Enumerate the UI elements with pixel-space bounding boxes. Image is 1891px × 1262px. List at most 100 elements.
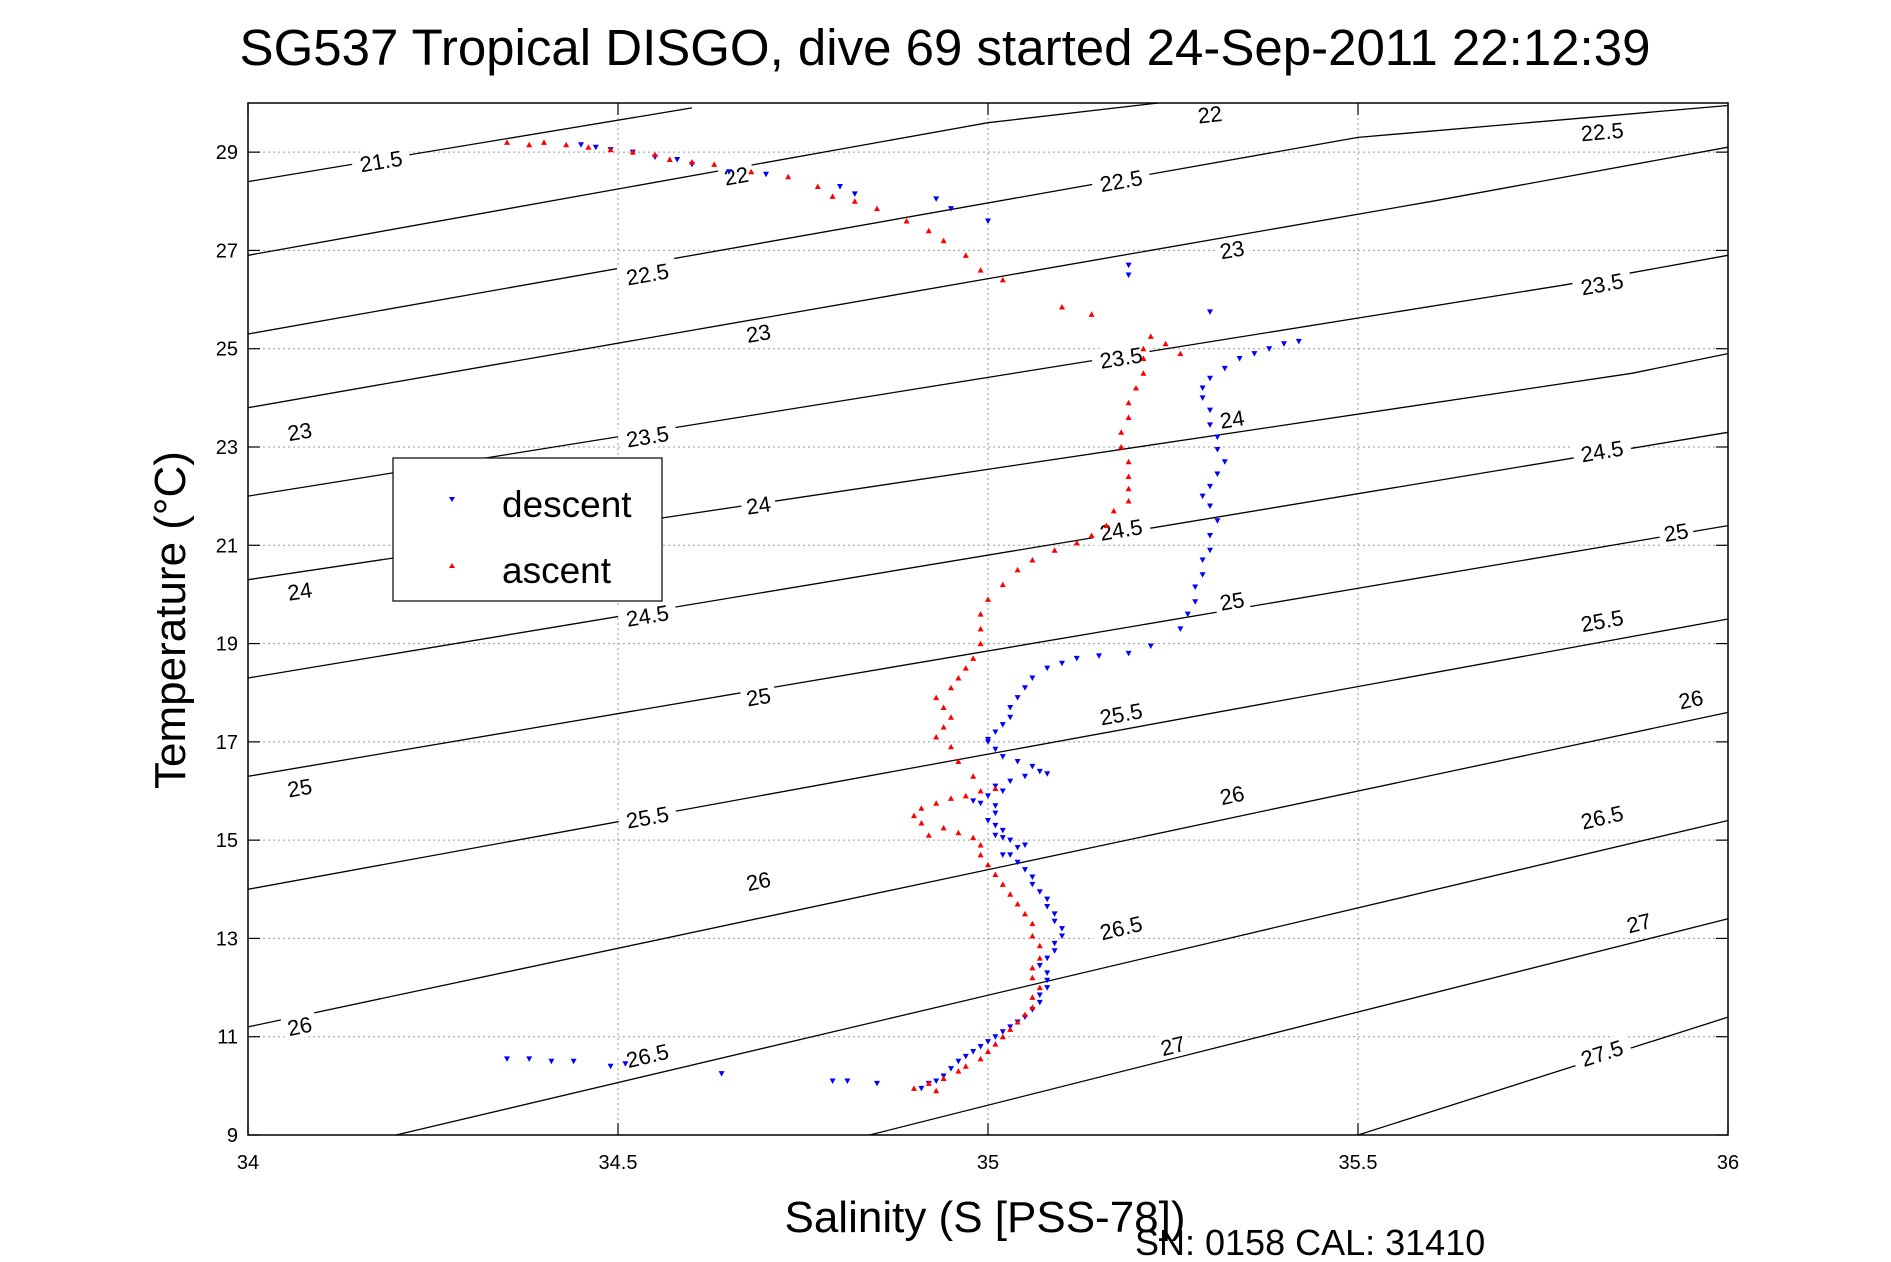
ascent-point bbox=[1133, 385, 1139, 391]
ascent-point bbox=[933, 733, 940, 740]
sigma-contour-27 bbox=[869, 918, 1729, 1136]
contour-label-bg bbox=[1571, 603, 1633, 638]
descent-point bbox=[526, 1056, 533, 1062]
contour-label-bg bbox=[1213, 404, 1251, 434]
contour-label-group: 25 bbox=[280, 772, 319, 802]
ascent-point bbox=[933, 800, 940, 806]
descent-point bbox=[837, 184, 843, 190]
ascent-point bbox=[925, 227, 932, 234]
contour-label-bg bbox=[1657, 517, 1695, 547]
contour-label-bg bbox=[1570, 798, 1633, 836]
ascent-point bbox=[940, 237, 947, 244]
descent-point bbox=[992, 1034, 999, 1040]
sigma-contour-25 bbox=[247, 524, 1729, 777]
contour-label: 24 bbox=[745, 491, 773, 519]
descent-point bbox=[1029, 763, 1036, 770]
sigma-contour-24 bbox=[247, 352, 1729, 581]
contour-label-group: 26 bbox=[739, 865, 778, 897]
descent-point bbox=[992, 822, 999, 829]
ascent-point bbox=[1073, 539, 1080, 546]
ascent-point bbox=[977, 267, 984, 273]
descent-point bbox=[1044, 896, 1051, 903]
ascent-point bbox=[992, 1041, 999, 1047]
ascent-point bbox=[940, 704, 947, 710]
ascent-point bbox=[985, 861, 991, 868]
ascent-point bbox=[563, 141, 570, 148]
descent-point bbox=[1044, 665, 1051, 672]
descent-point bbox=[1199, 572, 1206, 578]
descent-point bbox=[948, 1066, 954, 1072]
ascent-point bbox=[1088, 532, 1095, 538]
descent-point bbox=[970, 1048, 977, 1055]
ascent-point bbox=[1125, 399, 1132, 406]
descent-point bbox=[1125, 650, 1132, 657]
ascent-point bbox=[851, 198, 858, 204]
ascent-point bbox=[785, 173, 792, 180]
ascent-point bbox=[948, 714, 954, 720]
contour-label-bg bbox=[1570, 1032, 1634, 1074]
contour-label-bg bbox=[616, 1037, 679, 1074]
contour-label-group: 24 bbox=[739, 490, 778, 520]
ascent-point bbox=[977, 640, 984, 647]
sigma-contour-26 bbox=[247, 711, 1729, 1028]
descent-point bbox=[844, 1078, 851, 1084]
descent-point bbox=[977, 1044, 984, 1050]
contour-label-bg bbox=[1090, 341, 1152, 374]
descent-point bbox=[992, 803, 999, 809]
descent-point bbox=[992, 746, 999, 753]
descent-point bbox=[1184, 611, 1191, 618]
contour-label-bg bbox=[739, 318, 778, 348]
ascent-point bbox=[911, 1085, 917, 1091]
ascent-point bbox=[1022, 1011, 1028, 1018]
ascent-point bbox=[814, 183, 821, 190]
contour-label-bg bbox=[616, 800, 679, 835]
ascent-point bbox=[629, 149, 636, 155]
x-axis-label: Salinity (S [PSS-78]) bbox=[784, 1193, 1185, 1242]
contour-label-bg bbox=[350, 144, 412, 178]
contour-label-bg bbox=[1191, 100, 1229, 129]
axis-ticks: 34 34.5 35 35.5 36 9 11 13 15 17 19 21 23 25 27 29 bbox=[216, 103, 1739, 1174]
descent-point bbox=[1199, 557, 1206, 564]
ascent-point bbox=[1022, 910, 1028, 917]
ascent-point bbox=[1036, 942, 1043, 949]
ascent-point bbox=[933, 1087, 940, 1094]
y-tick-label: 29 bbox=[216, 142, 238, 164]
contour-label: 26 bbox=[1218, 781, 1247, 811]
footer-serial: SN: 0158 CAL: 31410 bbox=[1135, 1222, 1485, 1262]
contour-label: 23 bbox=[1218, 235, 1246, 264]
ascent-point bbox=[918, 805, 925, 811]
contour-label: 25 bbox=[744, 683, 772, 712]
descent-point bbox=[1207, 309, 1213, 315]
descent-point bbox=[1295, 338, 1302, 345]
ascent-point bbox=[1007, 1026, 1014, 1032]
ascent-point bbox=[1088, 311, 1095, 317]
ascent-point bbox=[940, 1075, 947, 1081]
ascent-point bbox=[962, 792, 969, 799]
chart-title: SG537 Tropical DISGO, dive 69 started 24… bbox=[240, 19, 1651, 76]
descent-point bbox=[1192, 584, 1199, 591]
contour-label: 25 bbox=[1218, 587, 1246, 616]
ascent-point bbox=[1029, 994, 1036, 1000]
descent-point bbox=[1147, 643, 1154, 650]
ascent-point bbox=[526, 141, 533, 148]
ascent-point bbox=[585, 144, 592, 150]
descent-point bbox=[992, 729, 999, 736]
contour-label: 24 bbox=[1218, 405, 1246, 433]
descent-point bbox=[1051, 948, 1058, 954]
ascent-point bbox=[1125, 414, 1132, 421]
contour-label: 22 bbox=[1196, 101, 1223, 129]
contour-label-group: 27 bbox=[1153, 1029, 1193, 1062]
ascent-point bbox=[940, 824, 947, 831]
ascent-point bbox=[1125, 473, 1132, 479]
ascent-point bbox=[955, 1068, 962, 1074]
contour-label-bg bbox=[1571, 434, 1633, 468]
descent-point bbox=[1214, 434, 1221, 441]
contour-label-group: 25.5 bbox=[616, 800, 679, 835]
ascent-point bbox=[933, 694, 940, 701]
ascent-point bbox=[992, 871, 999, 878]
descent-point bbox=[1014, 859, 1021, 866]
descent-point bbox=[985, 817, 991, 824]
descent-point bbox=[622, 1061, 629, 1067]
descent-point bbox=[999, 754, 1006, 760]
sigma-contour-27.5 bbox=[1357, 1016, 1729, 1136]
